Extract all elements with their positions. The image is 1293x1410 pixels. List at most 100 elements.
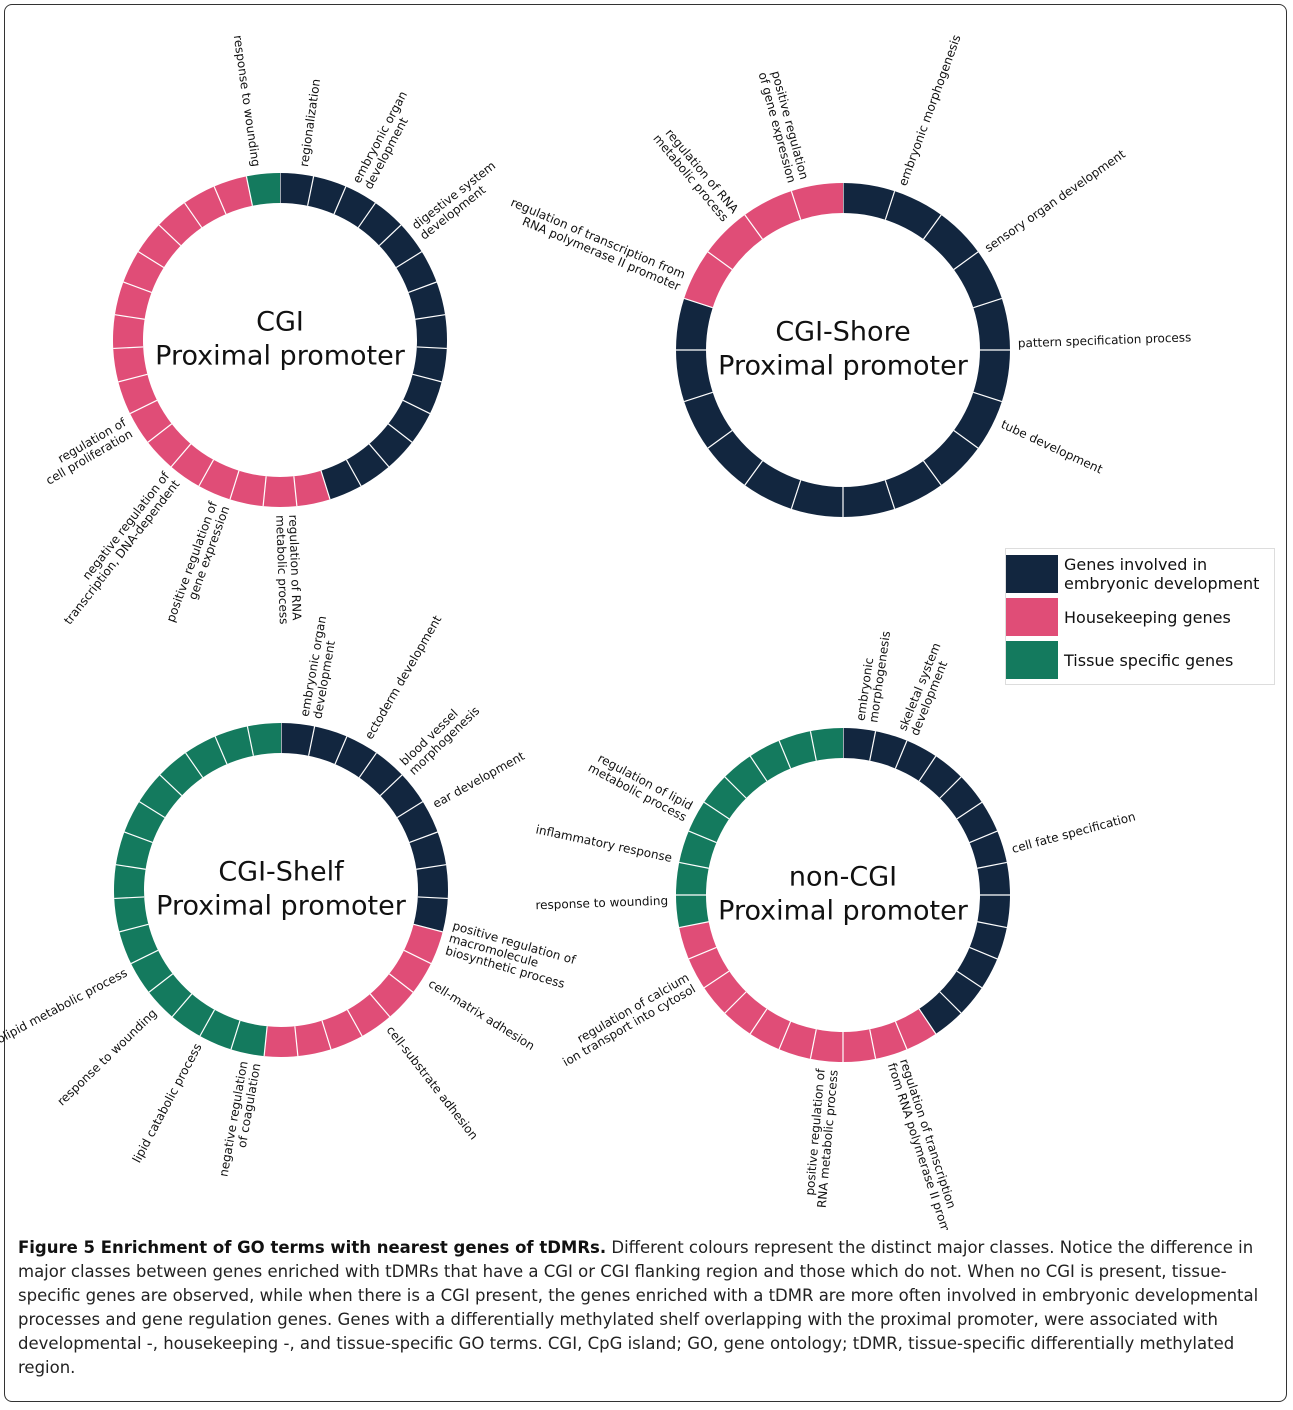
segment-divider bbox=[412, 373, 442, 383]
segment-label-line: pattern specification process bbox=[1018, 330, 1192, 350]
ring-title: Proximal promoter bbox=[718, 351, 969, 382]
segment-label: response to wounding bbox=[535, 894, 668, 913]
segment-divider bbox=[939, 776, 962, 799]
segment-divider bbox=[170, 443, 192, 468]
segment-label: response to wounding bbox=[54, 1006, 159, 1108]
segment-divider bbox=[918, 1008, 937, 1035]
segment-divider bbox=[778, 1021, 792, 1050]
segment-divider bbox=[333, 186, 347, 215]
ring-title: Proximal promoter bbox=[718, 896, 969, 927]
segment-divider bbox=[147, 423, 173, 443]
ring-title: non-CGI bbox=[789, 862, 897, 893]
ring-title: CGI-Shore bbox=[775, 317, 910, 348]
segment-divider bbox=[688, 830, 717, 844]
segment-divider bbox=[953, 251, 979, 270]
ring-segment bbox=[246, 173, 280, 206]
segment-divider bbox=[114, 896, 145, 900]
segment-divider bbox=[809, 731, 817, 761]
segment-divider bbox=[114, 314, 145, 320]
ring-segment bbox=[280, 173, 448, 500]
segment-divider bbox=[724, 991, 747, 1014]
segment-divider bbox=[703, 970, 730, 989]
segment-divider bbox=[378, 224, 402, 247]
segment-label: sensory organ development bbox=[982, 147, 1128, 255]
segment-label-line: embryonic morphogenesis bbox=[896, 33, 964, 188]
segment-divider bbox=[387, 423, 413, 443]
segment-label-line: sensory organ development bbox=[982, 147, 1128, 255]
segment-divider bbox=[869, 1029, 877, 1059]
segment-divider bbox=[790, 190, 802, 220]
segment-label-line: inflammatory response bbox=[535, 822, 674, 865]
segment-divider bbox=[129, 399, 158, 415]
ring-segment bbox=[843, 728, 1010, 1034]
ring-title: CGI bbox=[256, 307, 304, 338]
legend-swatch bbox=[1006, 555, 1058, 593]
legend-swatch bbox=[1006, 598, 1058, 636]
segment-divider bbox=[749, 755, 768, 782]
segment-divider bbox=[213, 186, 227, 215]
segment-divider bbox=[679, 921, 709, 929]
segment-divider bbox=[199, 1009, 216, 1037]
segment-divider bbox=[724, 776, 747, 799]
segment-divider bbox=[346, 1009, 363, 1037]
segment-divider bbox=[345, 459, 362, 487]
segment-divider bbox=[408, 281, 437, 293]
segment-divider bbox=[185, 752, 204, 778]
segment-divider bbox=[123, 281, 152, 293]
segment-label-line: ion transport into cytosol bbox=[560, 982, 698, 1070]
segment-divider bbox=[294, 1026, 299, 1057]
segment-divider bbox=[923, 214, 942, 240]
segment-label-line: regionalization bbox=[297, 78, 323, 168]
segment-divider bbox=[137, 251, 165, 269]
segment-divider bbox=[184, 202, 203, 228]
segment-divider bbox=[388, 973, 414, 993]
segment-divider bbox=[977, 921, 1007, 929]
segment-divider bbox=[413, 923, 443, 933]
segment-divider bbox=[683, 297, 713, 309]
segment-label-line: negative regulation of bbox=[80, 469, 173, 583]
segment-divider bbox=[320, 470, 331, 500]
segment-divider bbox=[263, 1026, 268, 1057]
segment-divider bbox=[918, 755, 937, 782]
segment-divider bbox=[245, 176, 254, 206]
segment-label: response to wounding bbox=[231, 34, 263, 167]
segment-divider bbox=[395, 251, 423, 269]
segment-divider bbox=[703, 801, 730, 820]
ring-title: Proximal promoter bbox=[156, 891, 407, 922]
segment-divider bbox=[809, 1029, 817, 1059]
segment-divider bbox=[683, 391, 713, 403]
segment-divider bbox=[198, 459, 215, 487]
ring-segment bbox=[679, 921, 936, 1062]
segment-divider bbox=[884, 190, 896, 220]
segment-divider bbox=[969, 946, 998, 960]
ring-segment bbox=[676, 728, 843, 928]
segment-divider bbox=[158, 224, 182, 247]
segment-divider bbox=[415, 314, 446, 320]
segment-divider bbox=[138, 801, 166, 819]
segment-divider bbox=[130, 949, 159, 965]
segment-label: embryonic morphogenesis bbox=[896, 33, 964, 188]
legend-item: Tissue specific genes bbox=[1006, 641, 1269, 679]
segment-label-line: regulation of calcium bbox=[575, 970, 692, 1045]
segment-divider bbox=[977, 861, 1007, 869]
segment-divider bbox=[409, 831, 438, 843]
segment-label-line: cell-matrix adhesion bbox=[426, 976, 537, 1053]
diagram: CGI Proximal promoter response to wounding… bbox=[0, 33, 1192, 1230]
segment-label-line: regulation of RNA bbox=[663, 126, 742, 217]
segment-divider bbox=[953, 430, 979, 449]
segment-label: cell-matrix adhesion bbox=[426, 976, 537, 1053]
segment-divider bbox=[262, 476, 267, 507]
segment-divider bbox=[334, 736, 348, 765]
segment-divider bbox=[246, 726, 255, 756]
ring-title: CGI-Shelf bbox=[218, 857, 345, 888]
